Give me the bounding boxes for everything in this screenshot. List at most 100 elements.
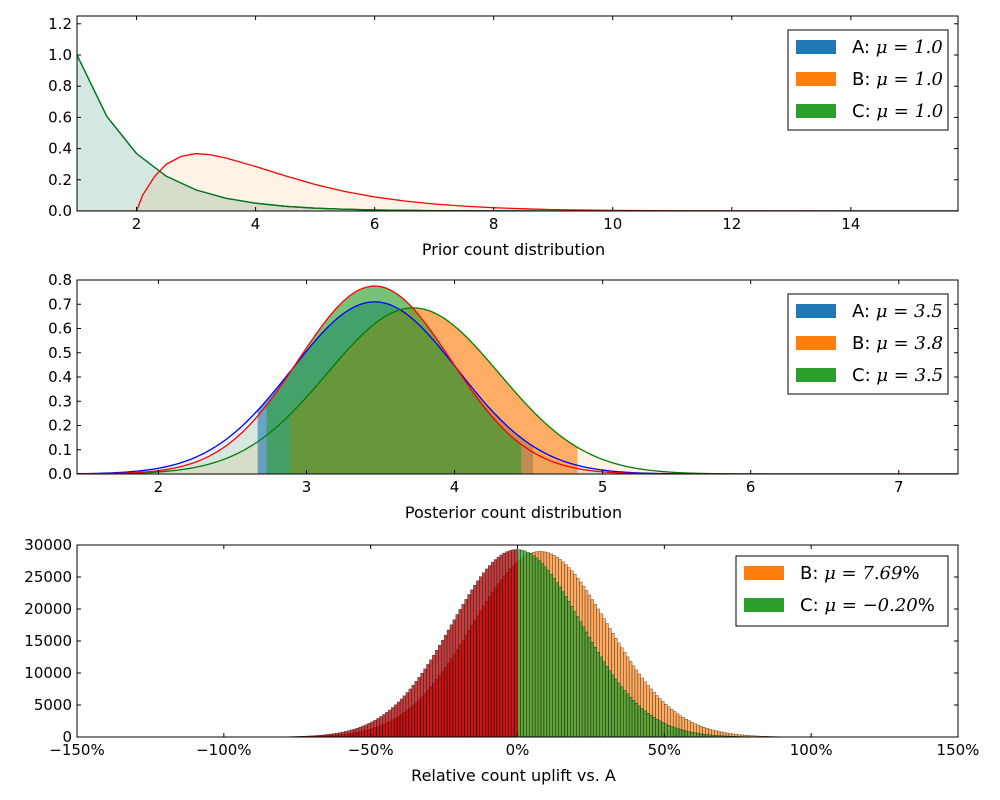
density-curve: [77, 301, 958, 474]
x-tick-label: 2: [154, 478, 164, 496]
x-tick-label: 100%: [790, 741, 833, 759]
legend-mu: μ = 7.69: [824, 563, 902, 584]
legend-swatch: [796, 304, 836, 318]
density-curve: [77, 307, 958, 474]
legend-label: C:: [800, 595, 824, 616]
y-tick-label: 25000: [24, 568, 72, 586]
histogram-bar: [620, 686, 624, 737]
legend-label: B:: [800, 563, 824, 584]
histogram-bar: [667, 724, 671, 737]
histogram-bar: [693, 732, 697, 737]
histogram-bar: [684, 730, 689, 737]
histogram-bar: [640, 708, 644, 737]
histogram-bar: [455, 614, 459, 737]
histogram-bar: [608, 670, 612, 737]
histogram-bar: [464, 599, 468, 737]
y-tick-label: 15000: [24, 632, 72, 650]
histogram-bar: [555, 582, 559, 737]
histogram-bar: [482, 572, 486, 737]
x-axis-label: Relative count uplift vs. A: [411, 766, 616, 785]
histogram-bar: [411, 685, 415, 737]
legend-label: C:: [852, 365, 876, 386]
legend-entry: C: μ = 1.0: [852, 101, 943, 122]
histogram-bar: [625, 693, 630, 737]
x-tick-label: 50%: [648, 741, 681, 759]
posterior-panel: 2 3 4 5 6 7 0.0 0.1 0.2 0.3 0.4 0.5 0.6 0.7 0.8 Posteri…: [48, 271, 959, 522]
legend-entry: C: μ = 3.5: [852, 365, 943, 386]
histogram-bar: [687, 731, 691, 737]
histogram-bar: [485, 568, 489, 737]
legend-mu: μ = −0.20: [824, 595, 917, 616]
histogram-bar: [376, 718, 380, 737]
y-tick-label: 0.0: [48, 202, 72, 220]
histogram-bar: [467, 594, 471, 737]
histogram-bar: [479, 576, 483, 737]
histogram-bar: [696, 733, 700, 737]
x-axis-label: Prior count distribution: [422, 240, 605, 259]
histogram-bar: [405, 692, 410, 737]
histogram-bar: [396, 701, 401, 737]
histogram-bar: [417, 677, 421, 737]
density-curve: [77, 285, 958, 474]
y-tick-label: 0: [62, 728, 72, 746]
legend: A: μ = 1.0 B: μ = 1.0C: μ = 1.0: [787, 29, 949, 131]
legend-label: B:: [852, 69, 876, 90]
histogram-bar: [426, 664, 430, 737]
histogram-bar: [399, 698, 404, 737]
histogram-bar: [402, 695, 407, 737]
legend-entry: B: μ = 7.69%: [800, 563, 920, 584]
histogram-bar: [438, 645, 442, 737]
legend-suffix: %: [918, 595, 935, 616]
histogram-bar: [388, 709, 392, 737]
x-tick-label: 7: [894, 478, 904, 496]
histogram-bar: [599, 656, 603, 737]
histogram-bar: [382, 714, 386, 737]
legend-suffix: %: [902, 563, 919, 584]
histogram-bar: [458, 609, 462, 737]
histogram-bar: [508, 550, 512, 737]
x-tick-label: −100%: [196, 741, 251, 759]
histogram-bar: [678, 729, 683, 737]
legend-swatch: [796, 336, 836, 350]
histogram-bar: [338, 732, 342, 737]
histogram-bar: [617, 682, 621, 737]
histogram-bar: [605, 665, 609, 737]
y-tick-label: 0.8: [48, 271, 72, 289]
histogram-bar: [429, 659, 433, 737]
y-tick-label: 0.4: [48, 140, 72, 158]
histogram-bar: [452, 619, 457, 737]
x-axis-label: Posterior count distribution: [405, 503, 622, 522]
histogram-bar: [473, 585, 477, 737]
y-tick-label: 20000: [24, 600, 72, 618]
histogram: [223, 549, 812, 737]
histogram-bar: [655, 718, 659, 737]
histogram-bar: [623, 690, 627, 737]
histogram-bar: [511, 549, 515, 737]
histogram-bar: [373, 719, 377, 737]
legend-label: B:: [852, 333, 876, 354]
legend-swatch: [796, 104, 836, 118]
legend-label: A:: [852, 301, 876, 322]
x-tick-label: 0%: [506, 741, 530, 759]
y-tick-label: 0.2: [48, 417, 72, 435]
histogram-bar: [526, 551, 530, 737]
histogram-bar: [332, 733, 336, 737]
histogram-bar: [461, 604, 465, 737]
y-tick-label: 1.2: [48, 15, 72, 33]
histogram-bar: [543, 566, 548, 737]
density-curve: [77, 152, 958, 211]
histogram-bar: [364, 724, 368, 737]
histogram-bar: [487, 565, 492, 737]
legend-label: A:: [852, 37, 876, 58]
legend-entry: A: μ = 1.0: [852, 37, 943, 58]
histogram-bar: [523, 550, 527, 737]
histogram-bar: [335, 732, 339, 737]
histogram-bar: [567, 601, 571, 737]
histogram-bar: [344, 731, 348, 737]
histogram-bar: [681, 730, 686, 737]
legend-mu: μ = 1.0: [876, 101, 943, 122]
x-tick-label: 10: [603, 215, 622, 233]
axes-frame: [76, 544, 959, 738]
y-tick-label: 0.6: [48, 320, 72, 338]
histogram-bar: [517, 549, 521, 737]
